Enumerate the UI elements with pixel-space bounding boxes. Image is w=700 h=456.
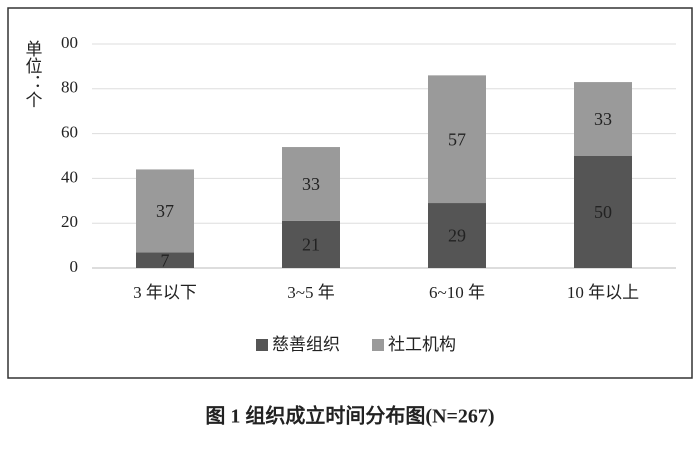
x-tick-label: 3~5 年	[287, 283, 334, 302]
data-label: 33	[594, 109, 612, 129]
frame	[7, 7, 693, 379]
legend-swatch	[372, 339, 384, 351]
bar-segment	[428, 75, 486, 204]
y-tick-label: 60	[61, 123, 78, 142]
y-tick-label: 80	[61, 78, 78, 97]
legend-label: 社工机构	[388, 335, 456, 354]
x-tick-label: 6~10 年	[429, 283, 485, 302]
legend-swatch	[256, 339, 268, 351]
bar-segment	[136, 252, 194, 268]
bar-segment	[282, 147, 340, 221]
data-label: 21	[302, 235, 320, 255]
bar-segment	[282, 220, 340, 268]
y-axis-label: 单位：个	[23, 40, 43, 108]
y-tick-label: 20	[61, 212, 78, 231]
data-label: 57	[448, 129, 466, 149]
bar-segment	[428, 203, 486, 268]
x-tick-label: 3 年以下	[133, 283, 197, 302]
data-label: 7	[161, 250, 170, 270]
bar-segment	[136, 169, 194, 253]
bar-segment	[574, 156, 632, 268]
bar-segment	[574, 82, 632, 156]
data-label: 33	[302, 174, 320, 194]
y-tick-label: 40	[61, 167, 78, 186]
data-label: 29	[448, 226, 466, 246]
y-tick-label: 00	[61, 33, 78, 52]
x-tick-label: 10 年以上	[567, 283, 639, 302]
y-tick-label: 0	[70, 257, 79, 276]
data-label: 37	[156, 201, 174, 221]
data-label: 50	[594, 202, 612, 222]
caption: 图 1 组织成立时间分布图(N=267)	[205, 404, 494, 428]
legend-label: 慈善组织	[272, 335, 340, 354]
